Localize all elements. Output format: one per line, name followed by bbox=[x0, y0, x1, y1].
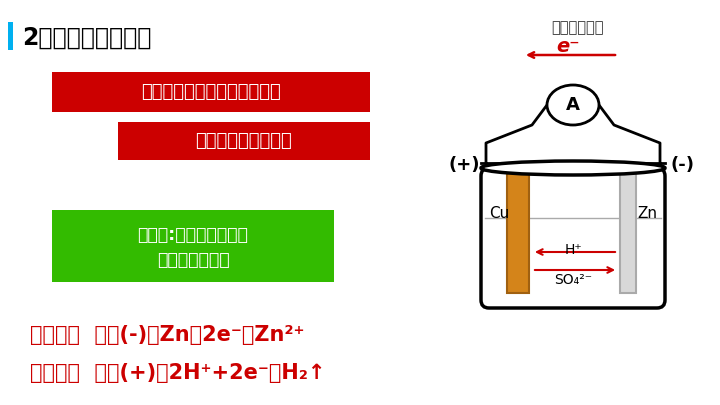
Ellipse shape bbox=[481, 161, 665, 175]
Text: SO₄²⁻: SO₄²⁻ bbox=[554, 273, 592, 287]
Bar bbox=[118, 122, 370, 160]
Text: 负升失氧  锶片(-)：Zn－2e⁻＝Zn²⁺: 负升失氧 锶片(-)：Zn－2e⁻＝Zn²⁺ bbox=[30, 325, 305, 345]
Bar bbox=[8, 22, 13, 50]
Text: e⁻: e⁻ bbox=[557, 38, 580, 57]
Text: (-): (-) bbox=[670, 156, 694, 174]
Text: 外电路：电流由正极流向负极: 外电路：电流由正极流向负极 bbox=[141, 83, 281, 101]
Bar bbox=[620, 170, 636, 293]
Text: 内电路:阴离子移向负极: 内电路:阴离子移向负极 bbox=[138, 226, 248, 244]
Text: 2、原电池工作原理: 2、原电池工作原理 bbox=[22, 26, 151, 50]
Text: 正降得还  铜片(+)：2H⁺+2e⁻＝H₂↑: 正降得还 铜片(+)：2H⁺+2e⁻＝H₂↑ bbox=[30, 363, 325, 383]
Text: (+): (+) bbox=[449, 156, 480, 174]
Text: A: A bbox=[566, 96, 580, 114]
FancyBboxPatch shape bbox=[481, 168, 665, 308]
Text: 电子移动方向: 电子移动方向 bbox=[552, 21, 604, 36]
Bar bbox=[52, 210, 334, 282]
Bar bbox=[507, 170, 529, 293]
Bar bbox=[52, 72, 370, 112]
Text: H⁺: H⁺ bbox=[564, 243, 582, 257]
Text: Zn: Zn bbox=[637, 205, 657, 220]
Text: 阳离子移向正极: 阳离子移向正极 bbox=[157, 251, 229, 269]
Ellipse shape bbox=[547, 85, 599, 125]
Text: 电子由负极流向正极: 电子由负极流向正极 bbox=[196, 132, 292, 150]
Text: Cu: Cu bbox=[489, 205, 509, 220]
